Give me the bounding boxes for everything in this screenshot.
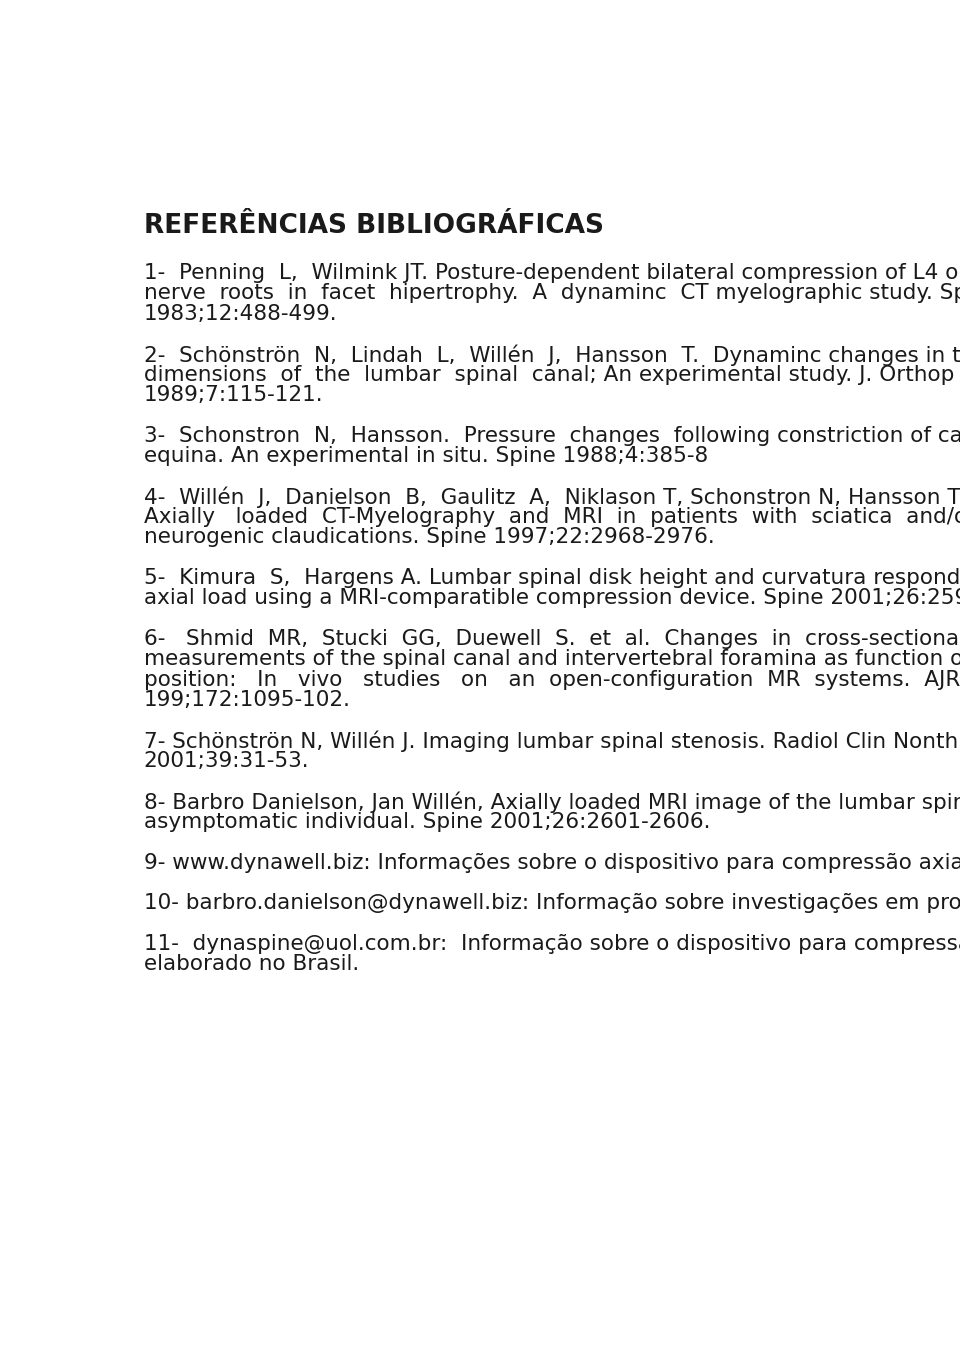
Text: 2001;39:31-53.: 2001;39:31-53.	[144, 751, 309, 770]
Text: 5-  Kimura  S,  Hargens A. Lumbar spinal disk height and curvatura respond to an: 5- Kimura S, Hargens A. Lumbar spinal di…	[144, 567, 960, 588]
Text: dimensions  of  the  lumbar  spinal  canal; An experimental study. J. Orthop Res: dimensions of the lumbar spinal canal; A…	[144, 364, 960, 385]
Text: 1-  Penning  L,  Wilmink JT. Posture-dependent bilateral compression of L4 or L5: 1- Penning L, Wilmink JT. Posture-depend…	[144, 263, 960, 283]
Text: 3-  Schonstron  N,  Hansson.  Pressure  changes  following constriction of cauda: 3- Schonstron N, Hansson. Pressure chang…	[144, 425, 960, 445]
Text: neurogenic claudications. Spine 1997;22:2968-2976.: neurogenic claudications. Spine 1997;22:…	[144, 527, 714, 547]
Text: measurements of the spinal canal and intervertebral foramina as function of body: measurements of the spinal canal and int…	[144, 650, 960, 669]
Text: Axially   loaded  CT-Myelography  and  MRI  in  patients  with  sciatica  and/or: Axially loaded CT-Myelography and MRI in…	[144, 506, 960, 527]
Text: axial load using a MRI-comparatible compression device. Spine 2001;26:2596-2600.: axial load using a MRI-comparatible comp…	[144, 588, 960, 608]
Text: 4-  Willén  J,  Danielson  B,  Gaulitz  A,  Niklason T, Schonstron N, Hansson T.: 4- Willén J, Danielson B, Gaulitz A, Nik…	[144, 486, 960, 508]
Text: equina. An experimental in situ. Spine 1988;4:385-8: equina. An experimental in situ. Spine 1…	[144, 445, 708, 466]
Text: 6-   Shmid  MR,  Stucki  GG,  Duewell  S.  et  al.  Changes  in  cross-sectional: 6- Shmid MR, Stucki GG, Duewell S. et al…	[144, 628, 960, 649]
Text: 7- Schönströn N, Willén J. Imaging lumbar spinal stenosis. Radiol Clin Nonth Am.: 7- Schönströn N, Willén J. Imaging lumba…	[144, 731, 960, 751]
Text: nerve  roots  in  facet  hipertrophy.  A  dynaminc  CT myelographic study. Spine: nerve roots in facet hipertrophy. A dyna…	[144, 283, 960, 303]
Text: 199;172:1095-102.: 199;172:1095-102.	[144, 691, 350, 709]
Text: 1983;12:488-499.: 1983;12:488-499.	[144, 303, 337, 324]
Text: 11-  dynaspine@uol.com.br:  Informação sobre o dispositivo para compressão axial: 11- dynaspine@uol.com.br: Informação sob…	[144, 934, 960, 953]
Text: 1989;7:115-121.: 1989;7:115-121.	[144, 385, 324, 405]
Text: 9- www.dynawell.biz: Informações sobre o dispositivo para compressão axial.: 9- www.dynawell.biz: Informações sobre o…	[144, 853, 960, 872]
Text: 2-  Schönströn  N,  Lindah  L,  Willén  J,  Hansson  T.  Dynaminc changes in the: 2- Schönströn N, Lindah L, Willén J, Han…	[144, 344, 960, 366]
Text: asymptomatic individual. Spine 2001;26:2601-2606.: asymptomatic individual. Spine 2001;26:2…	[144, 812, 710, 831]
Text: 8- Barbro Danielson, Jan Willén, Axially loaded MRI image of the lumbar spine in: 8- Barbro Danielson, Jan Willén, Axially…	[144, 792, 960, 812]
Text: REFERÊNCIAS BIBLIOGRÁFICAS: REFERÊNCIAS BIBLIOGRÁFICAS	[144, 213, 604, 238]
Text: position:   In   vivo   studies   on   an  open-configuration  MR  systems.  AJR: position: In vivo studies on an open-con…	[144, 670, 960, 689]
Text: 10- barbro.danielson@dynawell.biz: Informação sobre investigações em progresso.: 10- barbro.danielson@dynawell.biz: Infor…	[144, 894, 960, 913]
Text: elaborado no Brasil.: elaborado no Brasil.	[144, 955, 359, 974]
